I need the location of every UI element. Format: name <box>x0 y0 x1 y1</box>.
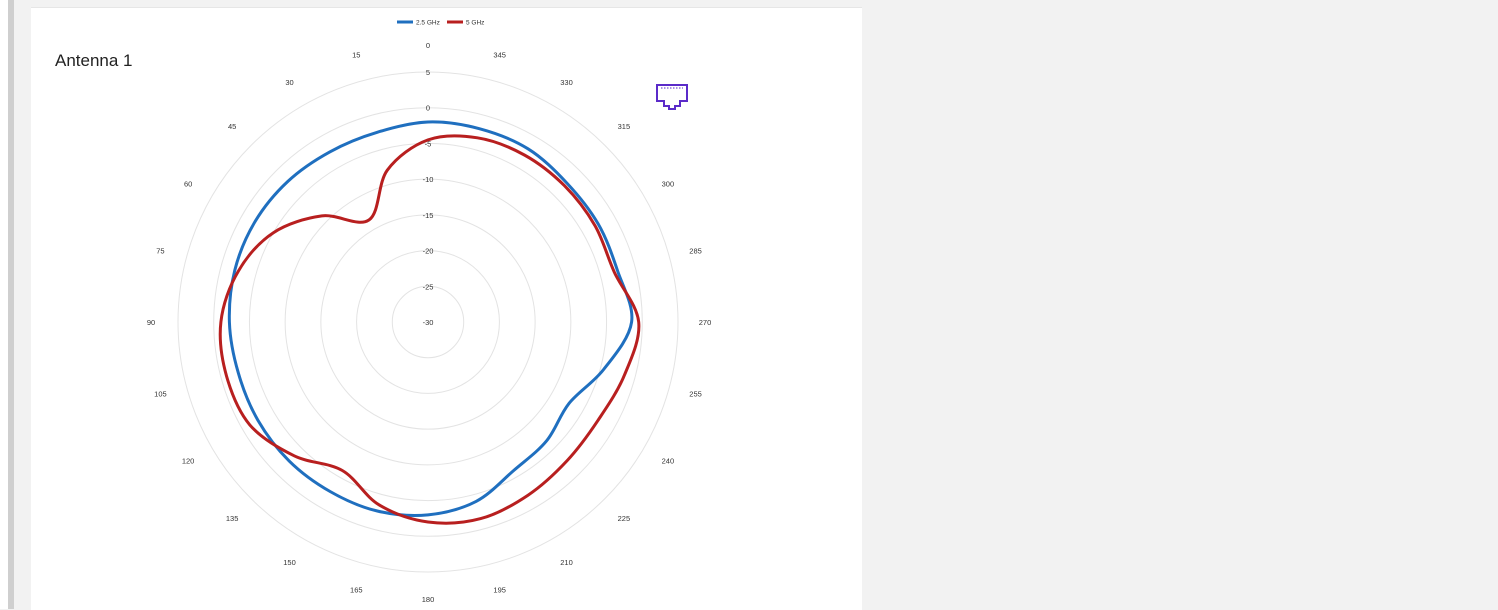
axis-labels: 5 0 -5 -10 -15 -20 -25 -30 0 15 30 45 60 75 90 105 120 13… <box>147 41 711 604</box>
angle-tick-label: 90 <box>147 318 155 327</box>
grid-ring <box>213 107 643 537</box>
ethernet-port-icon <box>656 84 688 110</box>
angle-tick-label: 30 <box>285 78 293 87</box>
legend-label: 2.5 GHz <box>416 20 440 27</box>
polar-grid <box>177 71 679 573</box>
grid-ring <box>320 214 536 430</box>
radial-tick-label: 5 <box>426 68 430 77</box>
angle-tick-label: 150 <box>283 558 296 567</box>
angle-tick-label: 165 <box>350 586 363 595</box>
angle-tick-label: 270 <box>699 318 712 327</box>
series-line-1 <box>227 120 634 518</box>
series-line-2 <box>218 134 641 525</box>
angle-tick-label: 180 <box>422 595 435 604</box>
radial-tick-label: -15 <box>423 211 434 220</box>
angle-tick-label: 120 <box>182 457 195 466</box>
angle-tick-label: 210 <box>560 558 573 567</box>
angle-tick-label: 15 <box>352 50 360 59</box>
angle-tick-label: 315 <box>618 122 631 131</box>
legend-label: 5 GHz <box>466 20 484 27</box>
angle-tick-label: 330 <box>560 78 573 87</box>
radial-tick-label: -20 <box>423 247 434 256</box>
angle-tick-label: 240 <box>662 457 675 466</box>
series-lines <box>218 120 641 525</box>
grid-ring <box>177 71 679 573</box>
angle-tick-label: 195 <box>493 586 506 595</box>
grid-ring <box>248 142 608 502</box>
chart-legend: 2.5 GHz 5 GHz <box>397 20 484 27</box>
angle-tick-label: 75 <box>156 246 164 255</box>
radial-tick-label: -10 <box>423 175 434 184</box>
radial-tick-label: 0 <box>426 104 430 113</box>
polar-chart: 5 0 -5 -10 -15 -20 -25 -30 0 15 30 45 60 75 90 105 120 13… <box>147 20 711 605</box>
angle-tick-label: 300 <box>662 180 675 189</box>
angle-tick-label: 0 <box>426 41 430 50</box>
radial-tick-label: -25 <box>423 282 434 291</box>
angle-tick-label: 345 <box>493 50 506 59</box>
angle-tick-label: 285 <box>689 246 702 255</box>
angle-tick-label: 135 <box>226 514 239 523</box>
angle-tick-label: 255 <box>689 390 702 399</box>
grid-ring <box>284 178 572 466</box>
angle-tick-label: 105 <box>154 390 167 399</box>
radial-tick-label: -5 <box>425 139 432 148</box>
card-title: Antenna 1 <box>55 51 133 70</box>
angle-tick-label: 60 <box>184 180 192 189</box>
angle-tick-label: 225 <box>618 514 631 523</box>
angle-tick-label: 45 <box>228 122 236 131</box>
left-border-bar <box>8 0 14 609</box>
grid-ring <box>391 285 465 359</box>
chart-card: Antenna 1 5 0 -5 -10 -15 -20 -25 -30 0 15 30 45 60 75… <box>31 7 862 610</box>
left-rail <box>0 0 8 609</box>
gutter <box>14 0 31 609</box>
grid-ring <box>356 250 500 394</box>
radial-tick-label: -30 <box>423 318 434 327</box>
